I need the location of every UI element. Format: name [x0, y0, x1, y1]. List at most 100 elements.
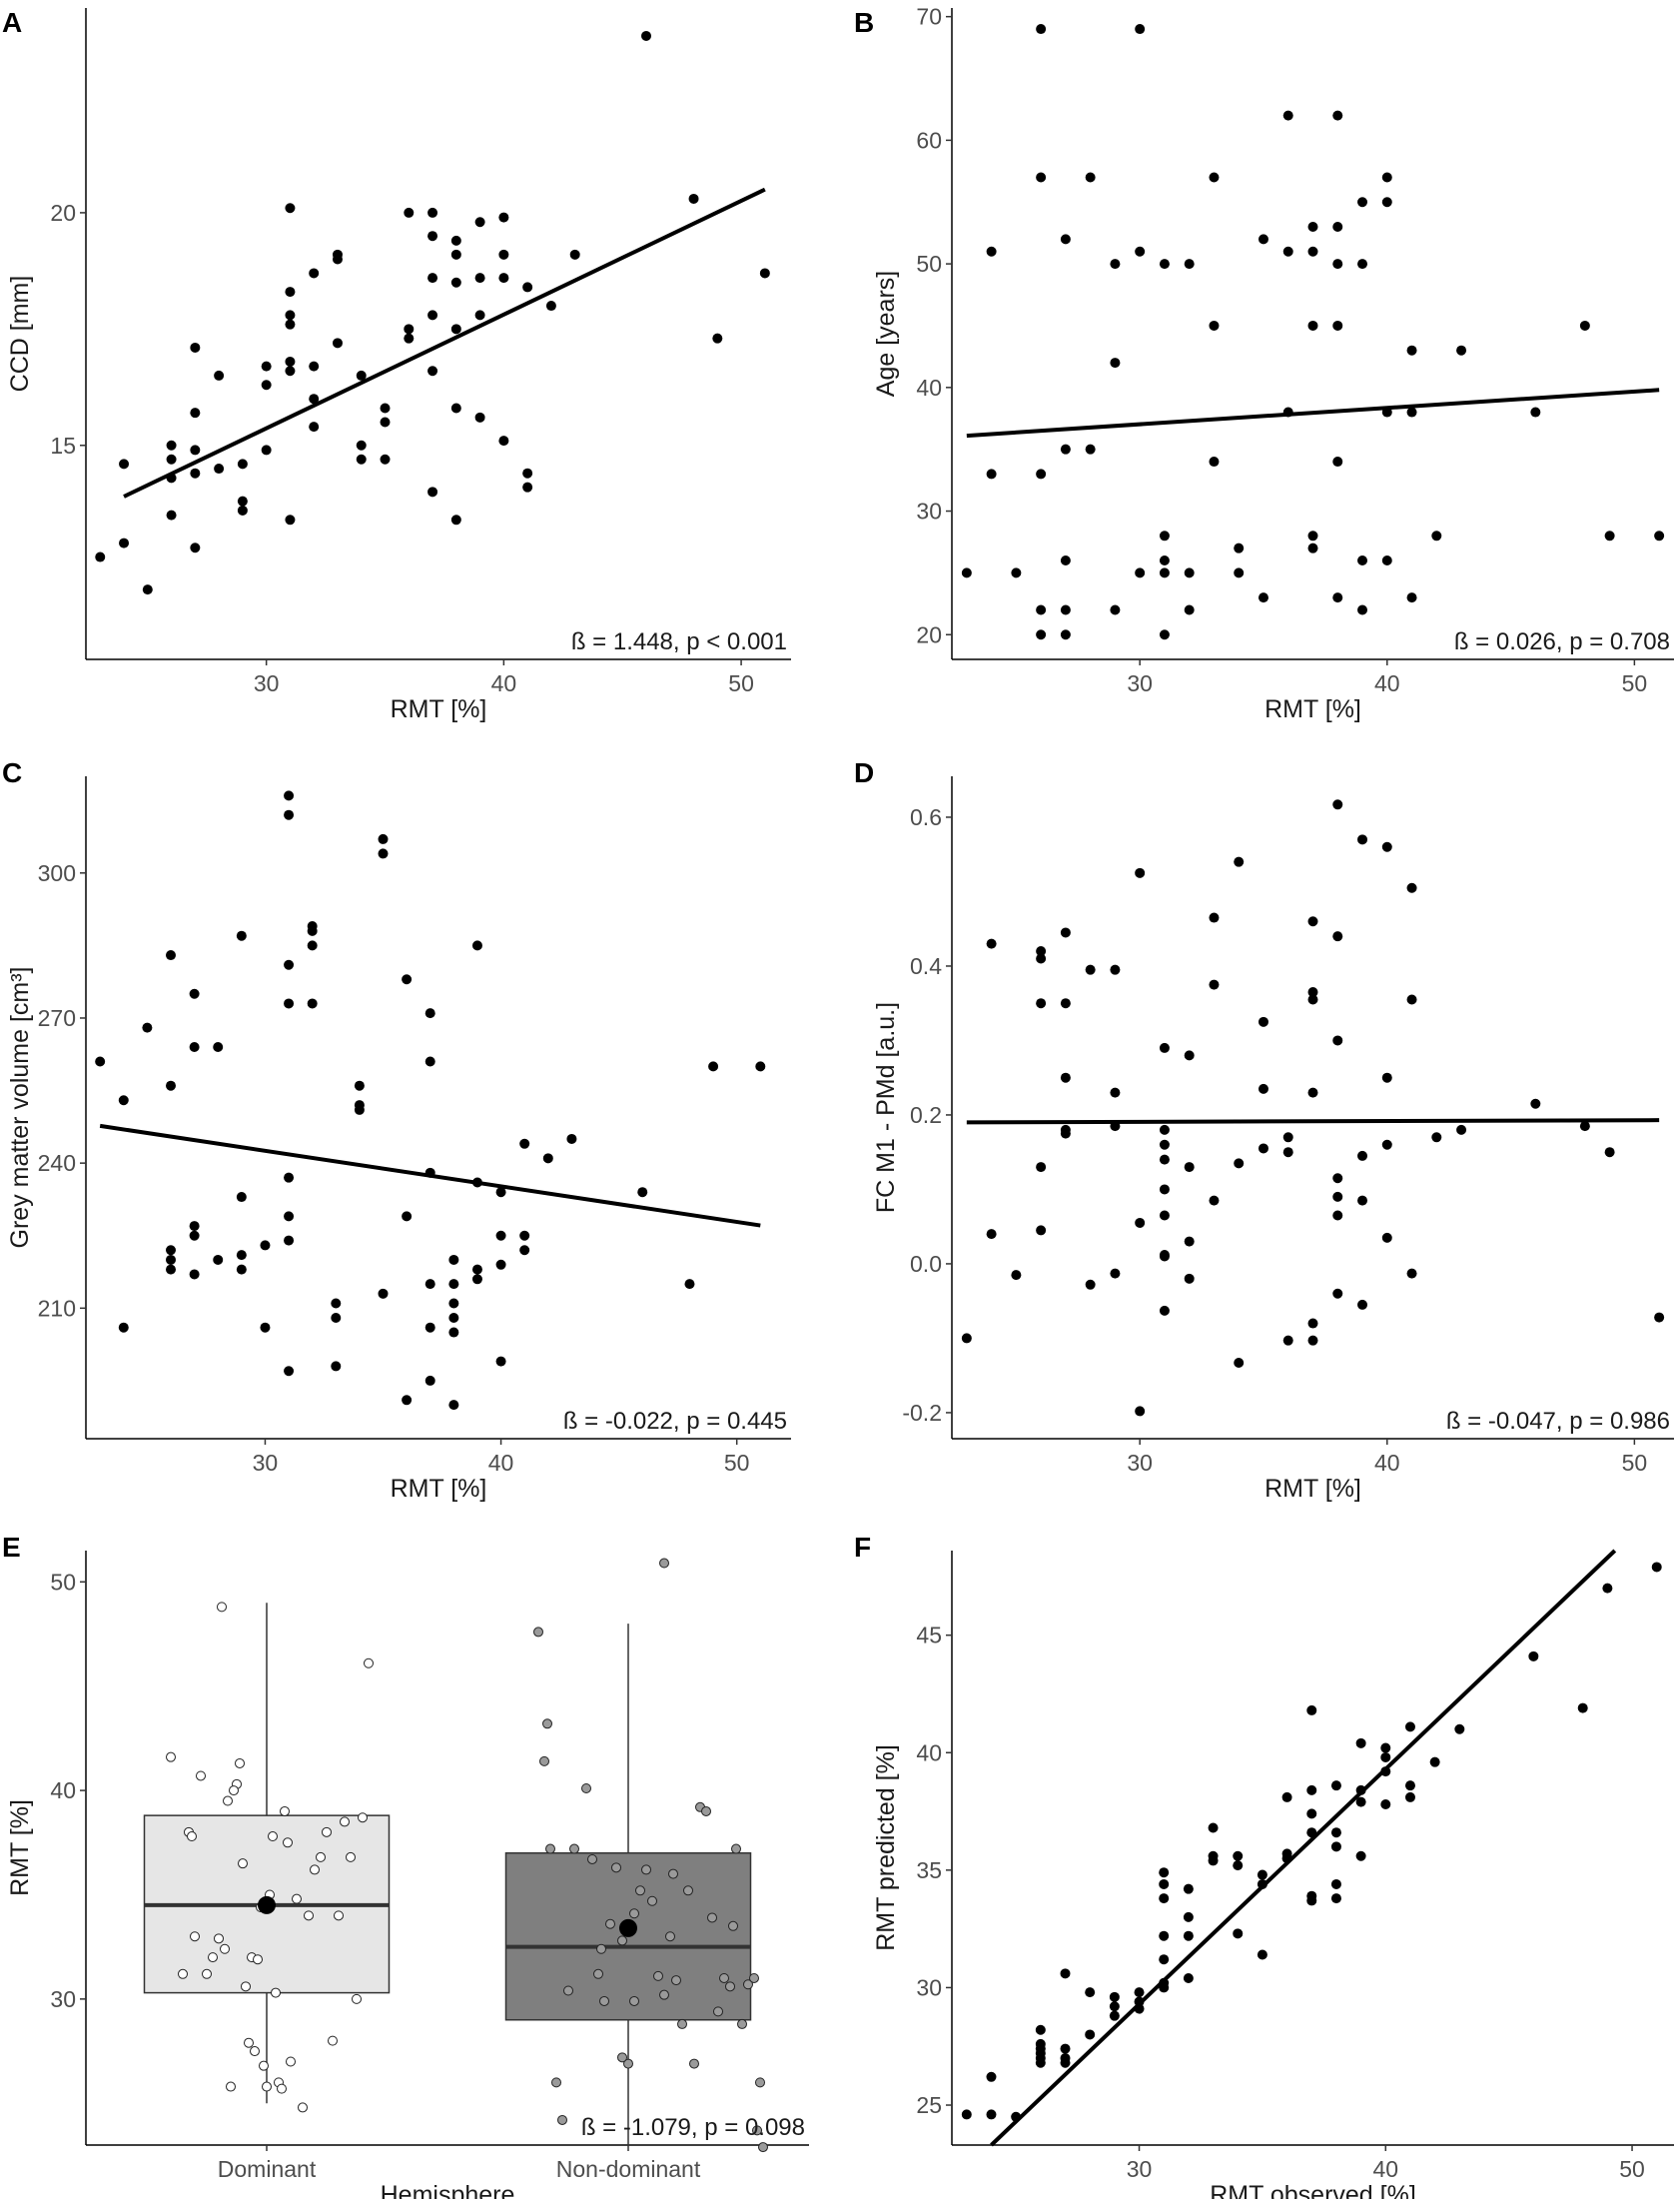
- y-tick-label: 20: [916, 621, 942, 647]
- data-point: [665, 1931, 675, 1942]
- data-point: [285, 366, 296, 377]
- data-point: [1159, 1878, 1170, 1889]
- data-point: [427, 310, 438, 321]
- data-point: [1036, 24, 1047, 35]
- data-point: [364, 1657, 374, 1668]
- data-point: [1381, 407, 1392, 418]
- data-point: [1654, 1312, 1665, 1323]
- data-point: [261, 445, 272, 456]
- data-point: [190, 408, 201, 419]
- data-point: [1404, 1721, 1415, 1732]
- data-point: [1110, 1087, 1121, 1098]
- data-point: [755, 1061, 766, 1072]
- data-point: [1011, 2111, 1022, 2122]
- data-point: [378, 833, 389, 844]
- data-point: [1184, 567, 1195, 578]
- data-point: [404, 207, 415, 218]
- data-point: [1330, 1841, 1341, 1852]
- data-point: [712, 333, 723, 344]
- x-tick-label: 50: [1619, 2156, 1645, 2182]
- regression-line: [966, 388, 1660, 439]
- data-point: [752, 2125, 762, 2136]
- data-point: [1036, 998, 1047, 1009]
- data-point: [1035, 2057, 1046, 2068]
- data-point: [340, 1816, 350, 1827]
- data-point: [356, 440, 367, 451]
- y-tick-label: 35: [916, 1857, 942, 1883]
- y-axis-title: FC M1 - PMd [a.u.]: [872, 1002, 900, 1213]
- data-point: [1183, 1883, 1194, 1894]
- data-point: [404, 324, 415, 335]
- data-point: [498, 273, 509, 284]
- data-point: [250, 2046, 260, 2057]
- x-tick-label: 40: [1372, 2156, 1398, 2182]
- data-point: [309, 422, 320, 433]
- data-point: [596, 1943, 606, 1954]
- data-point: [1135, 1406, 1146, 1417]
- data-point: [402, 1395, 413, 1406]
- data-point: [354, 1080, 365, 1091]
- x-tick-label: 30: [1127, 2156, 1153, 2182]
- data-point: [1307, 320, 1318, 331]
- data-point: [450, 235, 461, 246]
- data-point: [1257, 1878, 1267, 1889]
- data-point: [1282, 1147, 1293, 1158]
- data-point: [688, 193, 699, 204]
- x-tick-label: 50: [724, 1450, 750, 1476]
- data-point: [424, 1008, 435, 1019]
- data-point: [284, 1211, 295, 1222]
- data-point: [1332, 1288, 1343, 1299]
- data-point: [1060, 2057, 1071, 2068]
- data-point: [755, 2077, 765, 2088]
- data-point: [1306, 1827, 1317, 1838]
- data-point: [236, 930, 247, 941]
- data-point: [448, 1254, 459, 1265]
- y-tick-label: 45: [916, 1623, 942, 1649]
- data-point: [1357, 834, 1368, 845]
- data-point: [1380, 1798, 1391, 1809]
- data-point: [498, 212, 509, 223]
- data-point: [1036, 953, 1047, 964]
- data-point: [118, 1095, 129, 1106]
- data-point: [1209, 912, 1220, 923]
- data-point: [1159, 1251, 1170, 1262]
- data-point: [235, 1757, 245, 1768]
- data-point: [1036, 604, 1047, 615]
- stat-annotation: ß = -0.022, p = 0.445: [563, 1408, 787, 1435]
- data-point: [244, 2037, 254, 2048]
- data-point: [189, 988, 200, 999]
- data-point: [190, 543, 201, 553]
- data-point: [214, 464, 225, 475]
- data-point: [378, 1288, 389, 1299]
- data-point: [236, 1264, 247, 1275]
- data-point: [1332, 457, 1343, 468]
- y-tick-label: 30: [916, 499, 942, 525]
- data-point: [635, 1885, 645, 1896]
- data-point: [731, 1843, 741, 1854]
- data-point: [1355, 1850, 1366, 1861]
- data-point: [166, 1245, 177, 1256]
- data-point: [1604, 531, 1615, 542]
- data-point: [292, 1893, 302, 1904]
- data-point: [285, 310, 296, 321]
- x-tick-label: 40: [488, 1450, 514, 1476]
- data-point: [213, 1042, 224, 1053]
- x-tick-label: 50: [1622, 1450, 1648, 1476]
- data-point: [1456, 345, 1467, 356]
- data-point: [539, 1755, 549, 1766]
- x-tick-label: 30: [254, 670, 280, 696]
- data-point: [1109, 2001, 1120, 2012]
- data-point: [545, 1843, 555, 1854]
- data-point: [402, 1211, 413, 1222]
- data-point: [1431, 1132, 1442, 1143]
- data-point: [1209, 320, 1220, 331]
- data-point: [557, 2114, 567, 2125]
- data-point: [237, 496, 248, 507]
- data-point: [1307, 221, 1318, 232]
- data-point: [641, 1864, 651, 1875]
- data-point: [1060, 927, 1071, 938]
- data-point: [1357, 1299, 1368, 1310]
- data-point: [737, 2018, 747, 2029]
- data-point: [498, 436, 509, 447]
- data-point: [707, 1912, 717, 1923]
